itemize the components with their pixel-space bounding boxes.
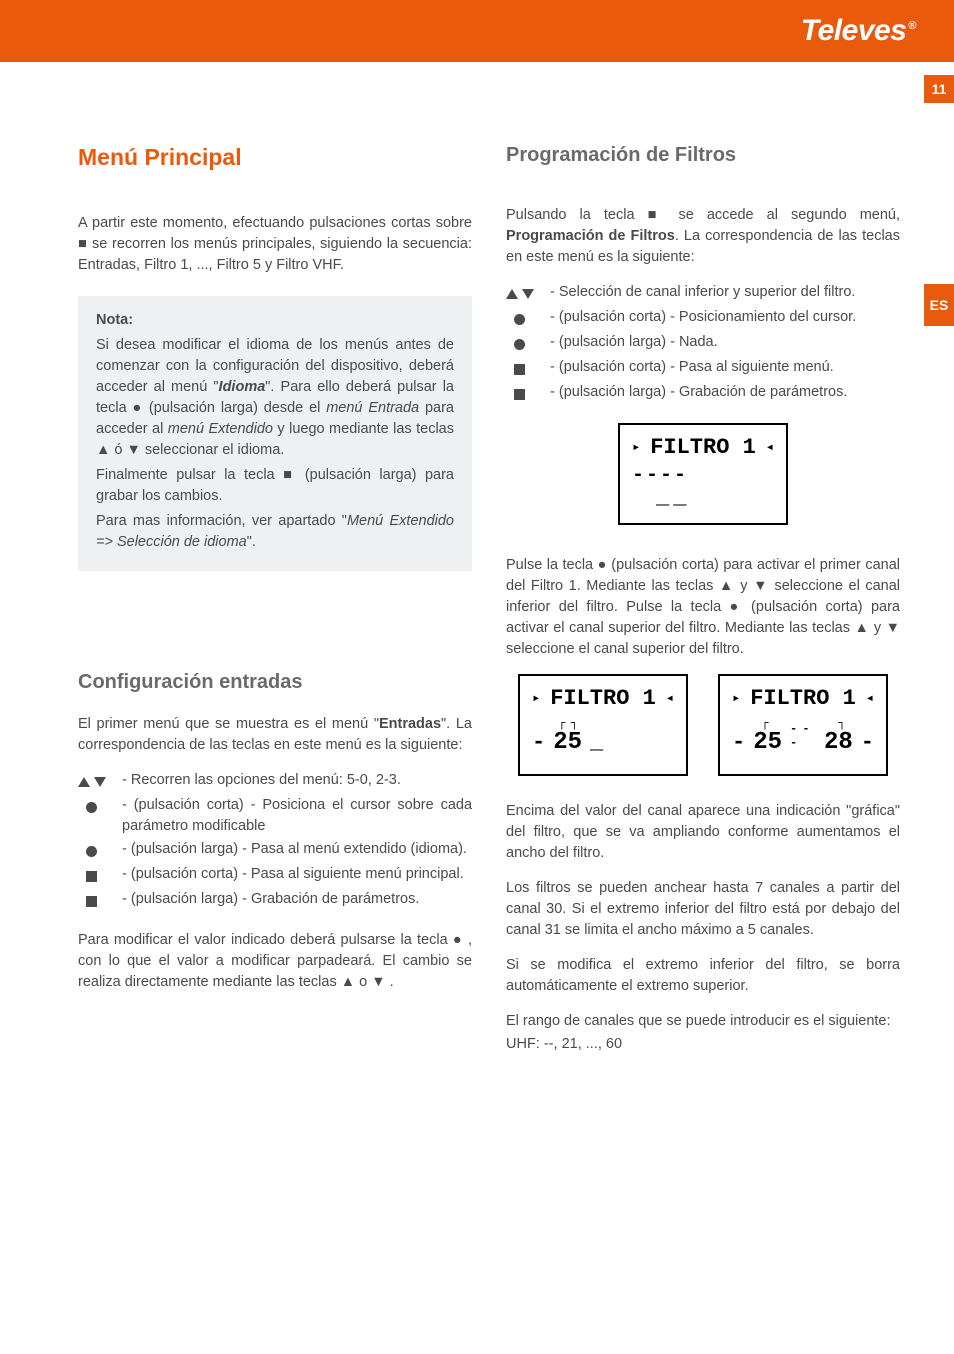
display-dashes: ----	[632, 464, 774, 487]
dot-icon	[514, 339, 525, 350]
left-column: Menú Principal A partir este momento, ef…	[78, 144, 472, 1069]
square-icon	[514, 389, 525, 400]
note-title: Nota:	[96, 312, 133, 328]
filters-key-list: Selección de canal inferior y superior d…	[506, 282, 900, 405]
key-item: Selección de canal inferior y superior d…	[506, 282, 900, 305]
lcd-display-row: ▸ FILTRO 1 ◂ - ┌ ┐ 25 _ ▸ FILTRO 1	[506, 674, 900, 776]
page-content: Menú Principal A partir este momento, ef…	[78, 144, 904, 1069]
square-icon	[86, 871, 97, 882]
key-item: (pulsación larga) - Pasa al menú extendi…	[78, 839, 472, 862]
config-heading: Configuración entradas	[78, 671, 472, 694]
down-icon	[522, 289, 534, 299]
config-key-list: Recorren las opciones del menú: 5-0, 2-3…	[78, 770, 472, 912]
lcd-display-2: ▸ FILTRO 1 ◂ - ┌ ┐ 25 _	[518, 674, 688, 776]
key-item: (pulsación larga) - Grabación de parámet…	[78, 889, 472, 912]
display-title: FILTRO 1	[750, 686, 856, 711]
display-title: FILTRO 1	[650, 435, 756, 460]
key-item: (pulsación corta) - Pasa al siguiente me…	[78, 864, 472, 887]
dot-icon	[514, 314, 525, 325]
left-indicator-icon: ▸	[632, 439, 640, 456]
right-column: Programación de Filtros Pulsando la tecl…	[506, 144, 900, 1069]
note-p3: Para mas información, ver apartado "Menú…	[96, 511, 454, 553]
filters-p3: Encima del valor del canal aparece una i…	[506, 801, 900, 864]
lcd-display-1: ▸ FILTRO 1 ◂ ---- __	[618, 423, 788, 525]
language-tab: ES	[924, 284, 954, 326]
lcd-display-3: ▸ FILTRO 1 ◂ - ┌ 25 - - - ┐ 28 -	[718, 674, 888, 776]
filters-heading: Programación de Filtros	[506, 144, 900, 167]
intro-paragraph: A partir este momento, efectuando pulsac…	[78, 213, 472, 276]
display-title: FILTRO 1	[550, 686, 656, 711]
dot-icon	[86, 802, 97, 813]
config-intro: El primer menú que se muestra es el menú…	[78, 714, 472, 756]
config-footer: Para modificar el valor indicado deberá …	[78, 930, 472, 993]
display-line2: __	[632, 485, 774, 510]
brand-logo: Televes	[801, 14, 916, 48]
down-icon	[94, 777, 106, 787]
right-indicator-icon: ◂	[666, 690, 674, 707]
square-icon	[514, 364, 525, 375]
up-icon	[506, 289, 518, 299]
filters-p6: El rango de canales que se puede introdu…	[506, 1011, 900, 1032]
header-band: Televes	[0, 0, 954, 62]
display-value: 28	[824, 731, 853, 755]
right-indicator-icon: ◂	[766, 439, 774, 456]
up-icon	[78, 777, 90, 787]
note-p1: Si desea modificar el idioma de los menú…	[96, 335, 454, 461]
square-icon	[86, 896, 97, 907]
left-indicator-icon: ▸	[732, 690, 740, 707]
key-item: (pulsación corta) - Posiciona el cursor …	[78, 795, 472, 837]
filters-p4: Los filtros se pueden anchear hasta 7 ca…	[506, 878, 900, 941]
key-item: (pulsación larga) - Nada.	[506, 332, 900, 355]
display-value: 25	[753, 731, 782, 755]
filters-p7: UHF: --, 21, ..., 60	[506, 1034, 900, 1055]
page-number-badge: 11	[924, 75, 954, 103]
display-value: 25	[553, 731, 582, 755]
dot-icon	[86, 846, 97, 857]
note-p2: Finalmente pulsar la tecla ■ (pulsación …	[96, 465, 454, 507]
key-item: Recorren las opciones del menú: 5-0, 2-3…	[78, 770, 472, 793]
filters-p5: Si se modifica el extremo inferior del f…	[506, 955, 900, 997]
note-box: Nota: Si desea modificar el idioma de lo…	[78, 296, 472, 571]
key-item: (pulsación corta) - Pasa al siguiente me…	[506, 357, 900, 380]
key-item: (pulsación larga) - Grabación de parámet…	[506, 382, 900, 405]
graphic-connector-icon: - - -	[790, 722, 816, 755]
filters-p2: Pulse la tecla ● (pulsación corta) para …	[506, 555, 900, 660]
main-heading: Menú Principal	[78, 144, 472, 171]
key-item: (pulsación corta) - Posicionamiento del …	[506, 307, 900, 330]
right-indicator-icon: ◂	[866, 690, 874, 707]
left-indicator-icon: ▸	[532, 690, 540, 707]
filters-intro: Pulsando la tecla ■ se accede al segundo…	[506, 205, 900, 268]
